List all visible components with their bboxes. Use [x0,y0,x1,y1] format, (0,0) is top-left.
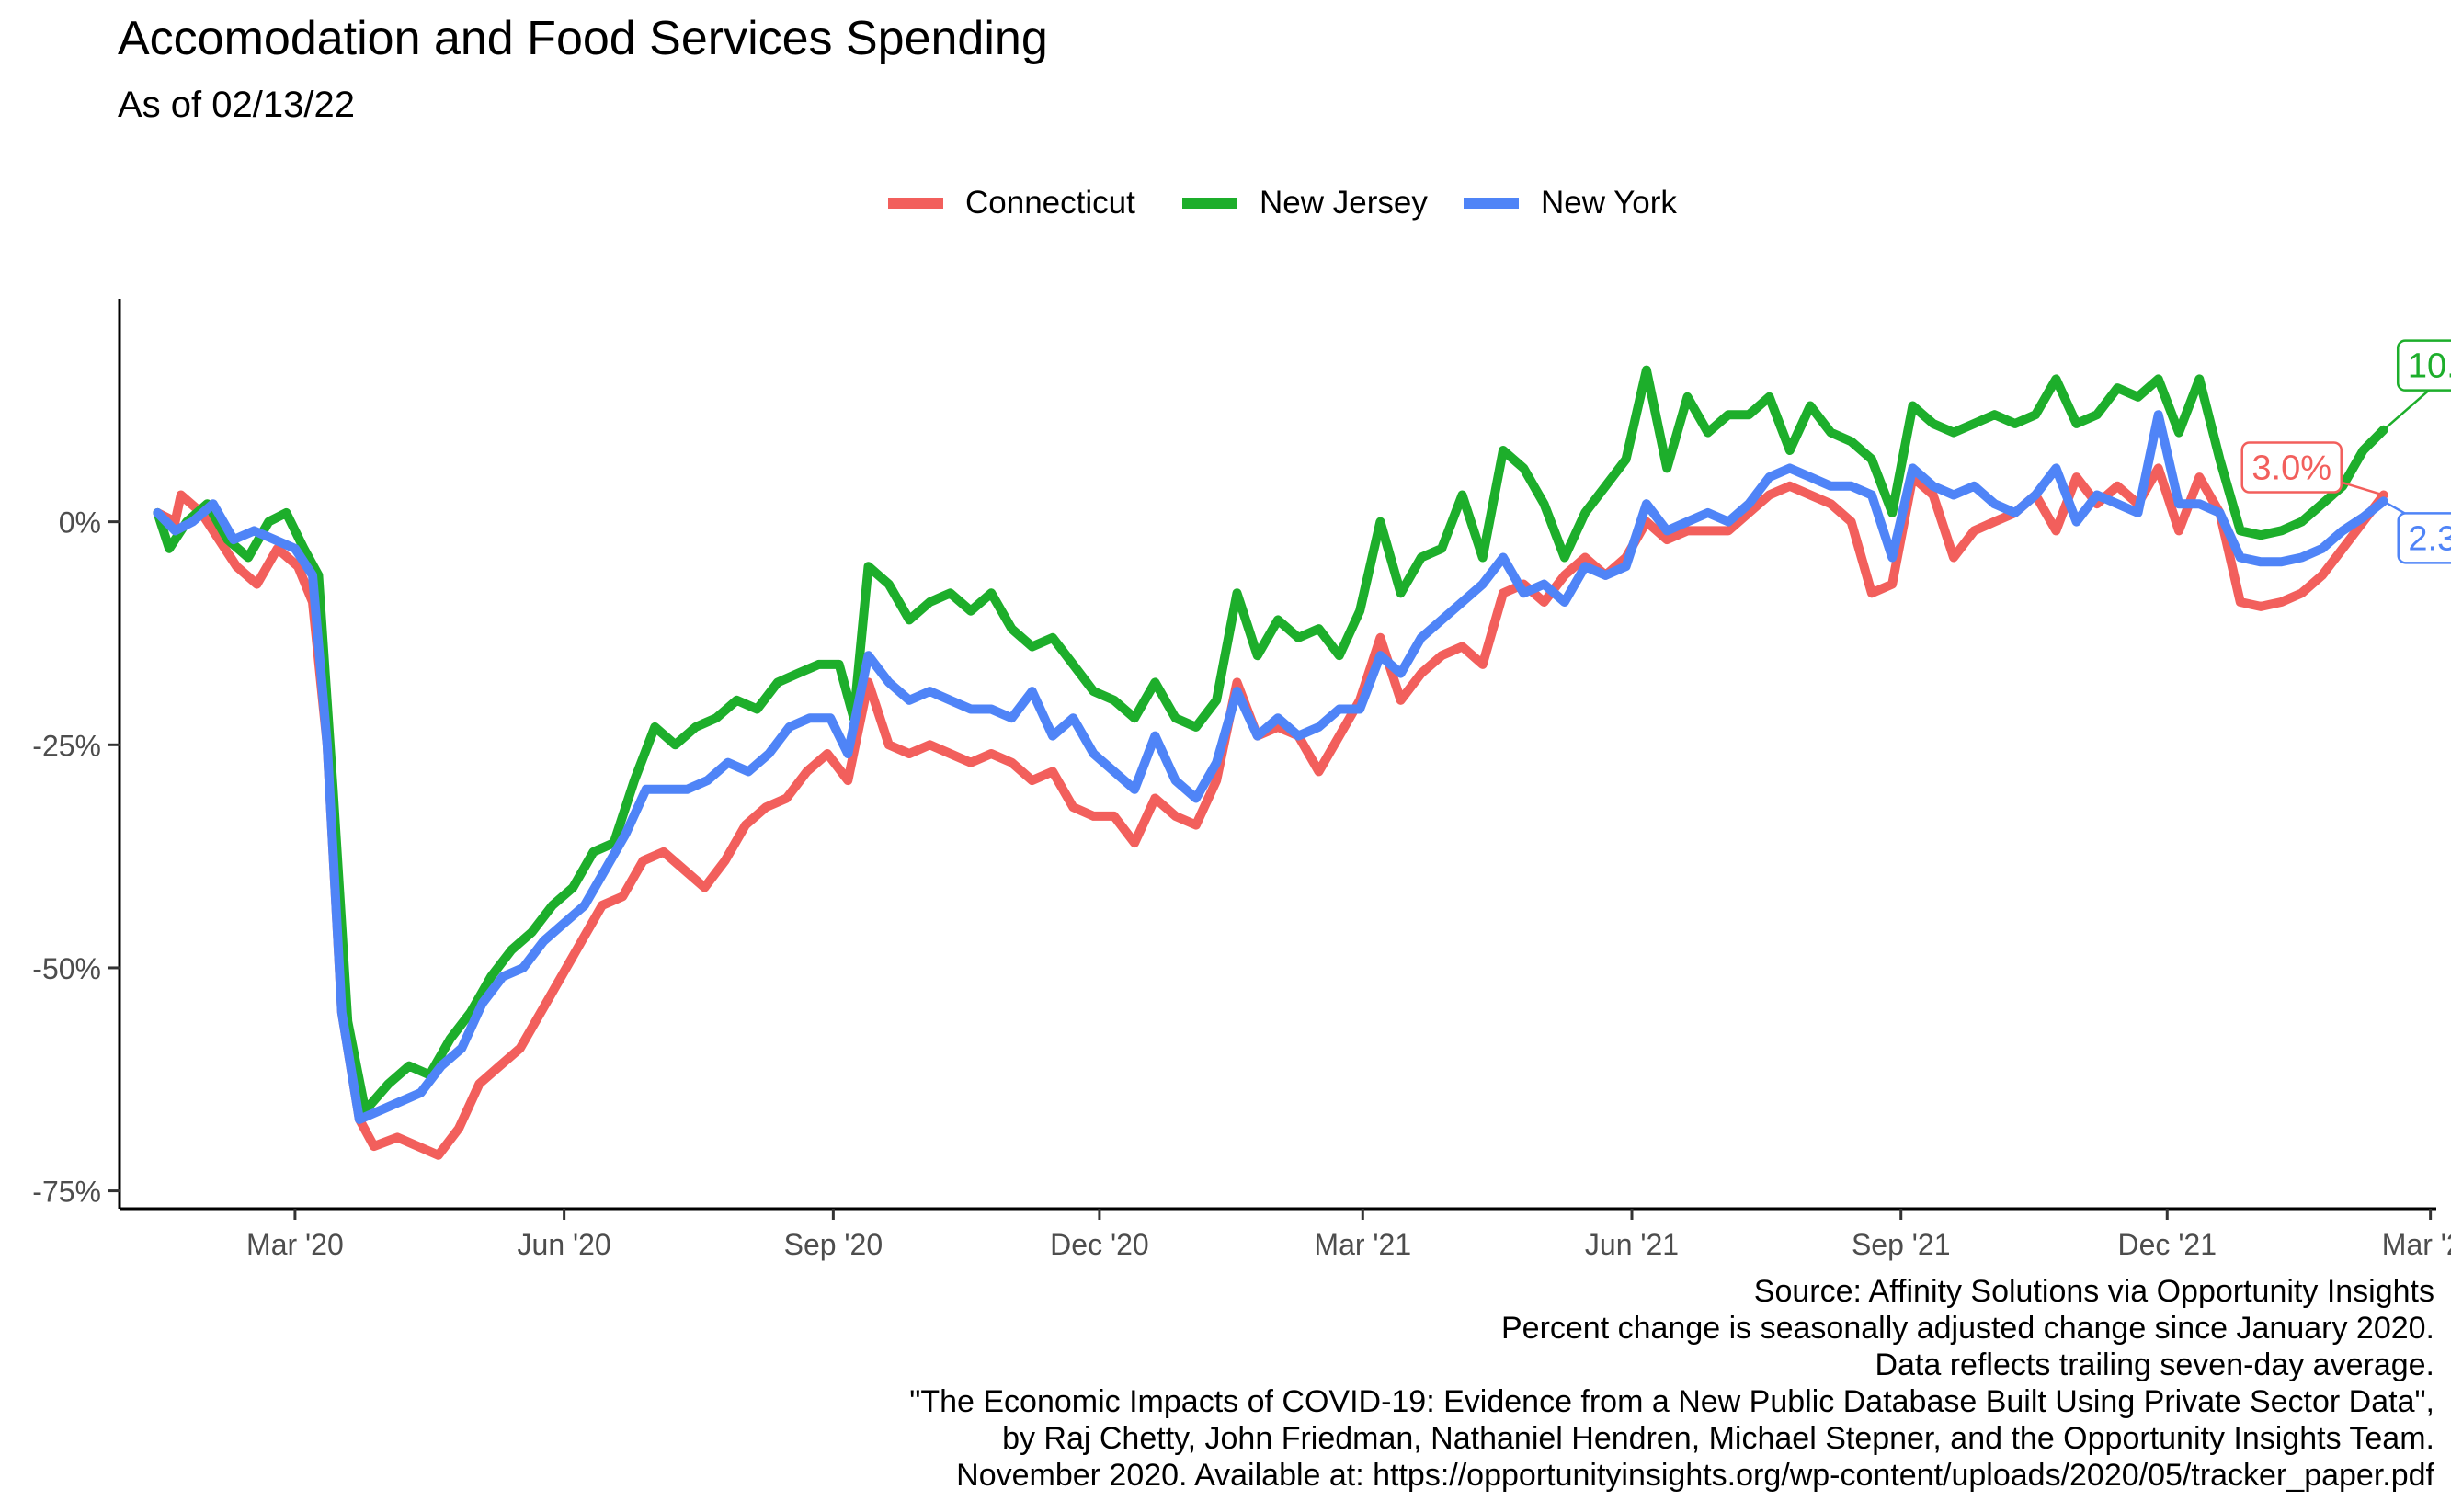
x-tick-label: Sep '21 [1852,1228,1951,1261]
x-tick-label: Dec '20 [1050,1228,1149,1261]
y-tick-label: 0% [59,506,101,540]
end-label-new-york: 2.3% [2408,519,2451,558]
x-tick-label: Sep '20 [784,1228,884,1261]
x-tick-label: Dec '21 [2118,1228,2217,1261]
end-label-box-new-jersey [2396,339,2451,392]
end-label-box-new-york [2397,512,2451,564]
legend-item-new-jersey: New Jersey [1182,180,1428,226]
series-line-new-jersey [153,365,2388,1116]
y-tick-label: -75% [32,1176,101,1209]
series-line-new-york [153,410,2388,1124]
caption-line: Source: Affinity Solutions via Opportuni… [1753,1274,2434,1309]
legend-swatch-new-york [1464,198,1519,209]
y-tick-label: -50% [32,952,101,985]
caption: Source: Affinity Solutions via Opportuni… [909,1273,2434,1494]
legend-swatch-connecticut [888,198,943,209]
x-tick-label: Jun '21 [1585,1228,1679,1261]
y-tick-label: -25% [32,729,101,762]
x-tick-label: Jun '20 [518,1228,611,1261]
x-tick-label: Mar '20 [246,1228,344,1261]
legend-item-connecticut: Connecticut [888,180,1135,226]
caption-line: Percent change is seasonally adjusted ch… [1500,1311,2434,1346]
x-tick-label: Mar '22 [2382,1228,2451,1261]
legend-item-new-york: New York [1464,180,1677,226]
caption-line: November 2020. Available at: https://opp… [956,1458,2434,1493]
end-label-new-jersey: 10.3% [2408,347,2451,386]
legend-label-new-york: New York [1541,185,1677,221]
end-label-connecticut: 3.0% [2252,449,2331,488]
legend-swatch-new-jersey [1182,198,1237,209]
chart-title: Accomodation and Food Services Spending [118,12,1048,65]
legend-label-new-jersey: New Jersey [1260,185,1428,221]
caption-line: by Raj Chetty, John Friedman, Nathaniel … [1002,1421,2434,1456]
chart-subtitle: As of 02/13/22 [118,85,355,125]
series-line-connecticut [153,463,2388,1160]
plot-area: 0% -25% -50% -75% Mar '20 Jun '20 Sep '20 Dec '… [32,299,2451,1261]
x-tick-label: Mar '21 [1314,1228,1411,1261]
legend-label-connecticut: Connecticut [965,185,1135,221]
legend: Connecticut New Jersey New York [0,180,2451,226]
end-label-box-connecticut [2240,441,2343,494]
caption-line: "The Economic Impacts of COVID-19: Evide… [909,1384,2434,1419]
caption-line: Data reflects trailing seven-day average… [1875,1347,2434,1382]
